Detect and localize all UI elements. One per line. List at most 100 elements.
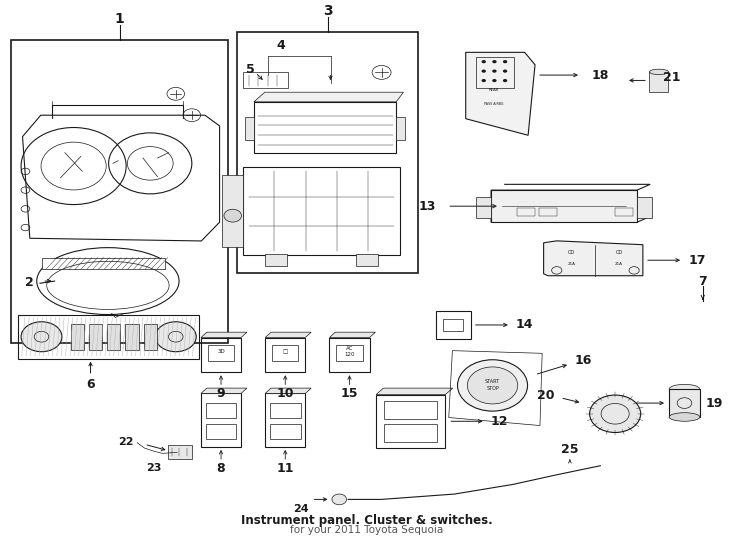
Text: PASS AIRBG: PASS AIRBG [484,102,504,105]
Circle shape [503,70,507,73]
Bar [265,338,305,372]
Bar [376,395,446,448]
Text: 8: 8 [217,462,225,475]
Text: START: START [485,379,500,383]
Text: 6: 6 [86,378,95,391]
Text: 20: 20 [537,389,555,402]
Text: 19: 19 [705,396,723,409]
Text: 9: 9 [217,387,225,400]
Polygon shape [465,52,535,136]
Circle shape [503,60,507,63]
Polygon shape [254,92,404,102]
Bar [201,394,241,447]
Text: 3D: 3D [217,349,225,354]
Circle shape [482,70,486,73]
Bar [356,254,378,266]
Bar [107,323,120,350]
Bar [126,323,139,350]
Text: 16: 16 [575,354,592,367]
Text: 21: 21 [663,71,680,84]
Bar [476,197,491,218]
Polygon shape [265,388,311,394]
Bar [476,57,515,89]
Bar [396,117,405,140]
Polygon shape [376,388,453,395]
Ellipse shape [650,69,669,75]
Text: 14: 14 [516,319,534,332]
Text: 15: 15 [341,387,358,400]
Bar [637,197,652,218]
Circle shape [493,60,497,63]
Bar [265,254,287,266]
Circle shape [503,79,507,82]
Circle shape [457,360,528,411]
Text: 2: 2 [26,275,34,289]
Bar [89,323,102,350]
Circle shape [589,395,641,433]
Polygon shape [201,332,247,338]
Bar [208,345,234,361]
Text: 3: 3 [323,4,333,18]
Bar [243,72,288,89]
Text: 1: 1 [115,12,125,26]
Bar [206,424,236,439]
Circle shape [468,367,517,404]
Circle shape [332,494,346,505]
Bar [243,167,400,255]
Bar [144,323,157,350]
Bar [70,323,84,350]
Bar [336,345,363,361]
Polygon shape [330,332,375,338]
Text: 25: 25 [562,443,578,456]
Bar [270,424,300,439]
Text: 17: 17 [688,254,705,267]
Circle shape [156,322,196,352]
Text: 21A: 21A [567,262,575,266]
Text: 24: 24 [293,504,308,514]
Bar [491,190,637,222]
Text: □: □ [283,349,288,354]
Bar [443,319,463,331]
Bar [265,394,305,447]
Text: 7: 7 [698,274,707,288]
Bar [385,424,437,442]
Text: 18: 18 [592,69,609,82]
Circle shape [21,322,62,352]
Text: 21A: 21A [615,262,623,266]
Circle shape [482,60,486,63]
Text: 4: 4 [277,39,286,52]
Bar [539,208,557,216]
Bar [11,40,228,342]
Text: 5: 5 [246,63,255,76]
Bar [222,175,243,247]
Text: 10: 10 [277,387,294,400]
Bar [201,338,241,372]
Bar [43,258,165,269]
Bar [169,445,192,458]
Bar [330,338,369,372]
Text: Instrument panel. Cluster & switches.: Instrument panel. Cluster & switches. [241,514,493,527]
Circle shape [482,79,486,82]
Text: REAR: REAR [488,88,498,92]
Bar [385,401,437,418]
Ellipse shape [669,384,700,394]
Bar [435,311,470,339]
Bar [650,72,669,92]
Text: 22: 22 [118,437,134,447]
Bar [18,315,199,359]
Bar [245,117,254,140]
Circle shape [493,70,497,73]
Text: 11: 11 [277,462,294,475]
Circle shape [224,209,241,222]
Bar [272,345,298,361]
Polygon shape [201,388,247,394]
Bar [237,32,418,273]
Text: CD: CD [616,250,622,255]
Bar [270,402,300,417]
Polygon shape [544,241,643,276]
Ellipse shape [669,413,700,421]
Bar [517,208,535,216]
Text: STOP: STOP [486,386,499,391]
Text: for your 2011 Toyota Sequoia: for your 2011 Toyota Sequoia [291,525,443,535]
Bar [615,208,633,216]
